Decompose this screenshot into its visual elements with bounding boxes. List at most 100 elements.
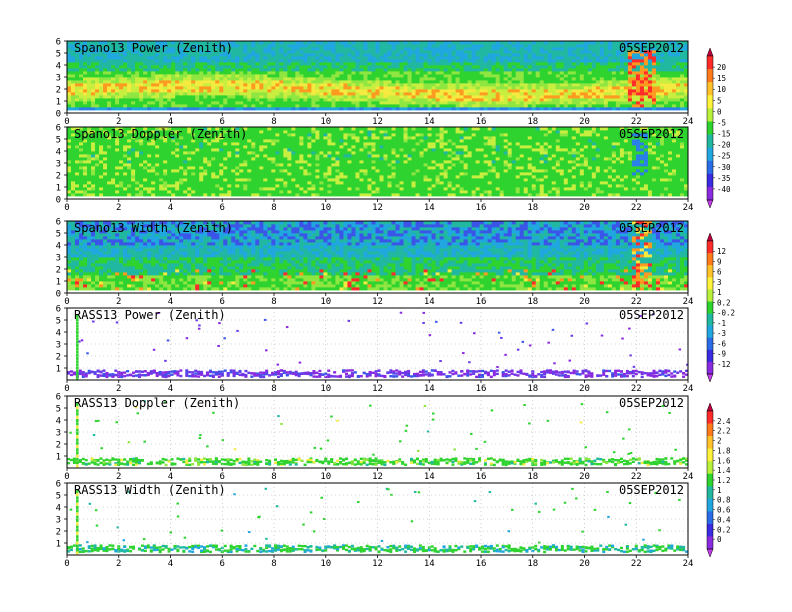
heatmap-cell	[175, 190, 180, 194]
heatmap-cell	[127, 133, 132, 137]
heatmap-cell	[151, 89, 156, 93]
heatmap-cell	[223, 184, 228, 188]
heatmap-cell	[227, 86, 232, 90]
heatmap-cell	[267, 71, 272, 75]
heatmap-cell	[75, 107, 80, 111]
heatmap-cell	[147, 107, 152, 111]
heatmap-cell	[683, 83, 689, 87]
heatmap-cell	[211, 44, 216, 48]
heatmap-cell	[331, 80, 336, 84]
heatmap-cell	[423, 98, 428, 102]
heatmap-cell	[203, 127, 208, 131]
heatmap-cell	[279, 142, 284, 146]
heatmap-cell	[599, 50, 605, 54]
heatmap-cell	[363, 107, 368, 111]
heatmap-cell	[307, 181, 312, 185]
heatmap-cell	[483, 41, 489, 45]
heatmap-cell	[147, 59, 152, 63]
heatmap-cell	[387, 107, 392, 111]
heatmap-cell	[131, 104, 136, 108]
heatmap-cell	[155, 89, 160, 93]
heatmap-cell	[667, 104, 673, 108]
heatmap-cell	[659, 68, 665, 72]
heatmap-cell	[187, 47, 192, 51]
heatmap-cell	[75, 68, 80, 72]
heatmap-cell	[115, 160, 120, 164]
heatmap-cell	[475, 65, 481, 69]
heatmap-cell	[235, 101, 240, 105]
heatmap-cell	[183, 190, 188, 194]
heatmap-cell	[407, 68, 412, 72]
heatmap-cell	[239, 104, 244, 108]
heatmap-cell	[243, 133, 248, 137]
heatmap-cell	[639, 74, 645, 78]
heatmap-cell	[575, 41, 581, 45]
heatmap-cell	[451, 65, 457, 69]
heatmap-cell	[191, 160, 196, 164]
heatmap-cell	[591, 68, 597, 72]
heatmap-cell	[91, 193, 96, 197]
heatmap-cell	[563, 101, 569, 105]
heatmap-cell	[415, 107, 420, 111]
heatmap-cell	[667, 65, 673, 69]
heatmap-cell	[195, 89, 200, 93]
heatmap-cell	[551, 50, 557, 54]
heatmap-cell	[619, 65, 625, 69]
heatmap-cell	[99, 151, 104, 155]
heatmap-cell	[615, 104, 621, 108]
heatmap-cell	[115, 74, 120, 78]
heatmap-cell	[71, 175, 76, 179]
heatmap-cell	[643, 50, 649, 54]
heatmap-cell	[223, 139, 228, 143]
heatmap-cell	[103, 190, 108, 194]
heatmap-cell	[91, 74, 96, 78]
heatmap-cell	[635, 41, 641, 45]
heatmap-cell	[67, 80, 72, 84]
heatmap-cell	[467, 80, 473, 84]
heatmap-cell	[195, 145, 200, 149]
heatmap-cell	[595, 107, 601, 111]
heatmap-cell	[359, 71, 364, 75]
heatmap-cell	[307, 190, 312, 194]
heatmap-cell	[215, 101, 220, 105]
heatmap-cell	[111, 86, 116, 90]
heatmap-cell	[383, 41, 388, 45]
heatmap-cell	[367, 80, 372, 84]
heatmap-cell	[627, 62, 633, 66]
heatmap-cell	[99, 136, 104, 140]
heatmap-cell	[447, 44, 453, 48]
heatmap-cell	[251, 53, 256, 57]
heatmap-cell	[159, 83, 164, 87]
heatmap-cell	[395, 101, 400, 105]
heatmap-cell	[207, 160, 212, 164]
heatmap-cell	[479, 71, 485, 75]
heatmap-cell	[171, 98, 176, 102]
heatmap-cell	[519, 107, 525, 111]
heatmap-cell	[111, 136, 116, 140]
heatmap-cell	[451, 50, 457, 54]
heatmap-cell	[391, 41, 396, 45]
heatmap-cell	[279, 80, 284, 84]
heatmap-cell	[415, 47, 420, 51]
heatmap-cell	[91, 101, 96, 105]
heatmap-cell	[303, 130, 308, 134]
heatmap-cell	[423, 68, 428, 72]
heatmap-cell	[235, 89, 240, 93]
heatmap-cell	[127, 187, 132, 191]
heatmap-cell	[147, 47, 152, 51]
heatmap-cell	[127, 65, 132, 69]
heatmap-cell	[631, 62, 637, 66]
heatmap-cell	[311, 80, 316, 84]
heatmap-cell	[135, 71, 140, 75]
heatmap-cell	[435, 89, 440, 93]
heatmap-cell	[647, 53, 653, 57]
heatmap-cell	[135, 139, 140, 143]
heatmap-cell	[431, 83, 436, 87]
heatmap-cell	[291, 65, 296, 69]
heatmap-cell	[263, 104, 268, 108]
heatmap-cell	[287, 86, 292, 90]
heatmap-cell	[507, 68, 513, 72]
heatmap-cell	[291, 184, 296, 188]
heatmap-cell	[143, 98, 148, 102]
heatmap-cell	[615, 80, 621, 84]
